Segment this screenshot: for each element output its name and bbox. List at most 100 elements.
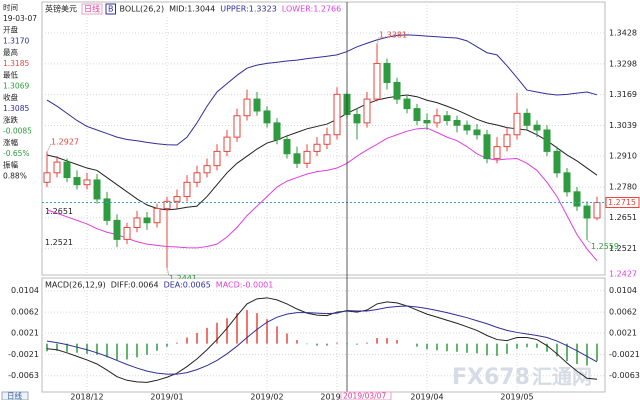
y-tick-label: 1.2521 [609, 244, 637, 253]
x-tick-label: 2019/04 [410, 393, 443, 400]
candle-body [493, 146, 501, 160]
upper-text: UPPER:1.3323 [220, 5, 277, 14]
candle-body [233, 115, 241, 138]
y-tick-label: 1.2780 [609, 183, 637, 192]
y-tick-label-left: 1.2521 [45, 238, 73, 247]
candle-body [143, 217, 151, 224]
mid-text: MID:1.3044 [169, 5, 215, 14]
boll-lower [46, 127, 598, 262]
candle-body [333, 93, 341, 136]
macd-tick-label-left: 0.0062 [11, 308, 39, 317]
y-tick-label: 1.2910 [609, 152, 637, 161]
extreme-label: 1.3381 [379, 31, 407, 40]
macd-tick-label: -0.0021 [609, 350, 640, 359]
macd-tick-label-left: 0.0021 [11, 328, 39, 337]
macd-tick-label: 0.0021 [609, 328, 637, 337]
candle-body [93, 179, 101, 200]
candle-body [563, 172, 571, 193]
candle-body [113, 219, 121, 240]
header-bg [43, 3, 343, 15]
candle-body [183, 181, 191, 198]
candle-body [303, 150, 311, 164]
info-label: 涨跌 [3, 115, 18, 125]
candle-body [463, 124, 471, 131]
macd-frame [41, 277, 606, 393]
boll-icon: B [108, 5, 114, 14]
candle-body [123, 226, 131, 240]
candle-body [323, 134, 331, 145]
dea-line [46, 305, 598, 375]
macd-tick-label: -0.0063 [609, 371, 640, 380]
candle-body [273, 122, 281, 141]
candle-body [443, 115, 451, 121]
info-value: 1.3085 [3, 104, 29, 113]
candle-body [193, 172, 201, 183]
info-label: 时间 [3, 2, 18, 12]
indicator: BOLL(26,2) [120, 5, 165, 14]
candle-body [153, 207, 161, 224]
extreme-leader [586, 239, 592, 244]
last-price-box [605, 197, 640, 209]
candle-body [503, 134, 511, 148]
candle-body [73, 177, 81, 186]
candle-body [83, 179, 91, 186]
x-tick-label: 2018/12 [70, 393, 103, 400]
candle-body [63, 161, 71, 179]
macd-tick-label-left: -0.0063 [8, 371, 39, 380]
x-tick-label: 2019/05 [500, 393, 533, 400]
watermark: FX678 [452, 365, 530, 390]
candle-body [253, 98, 261, 112]
candle-body [243, 98, 251, 117]
candle-body [533, 124, 541, 131]
lower-text: LOWER:1.2766 [282, 5, 341, 14]
extreme-label: 1.2927 [51, 138, 79, 147]
candle-body [43, 172, 51, 183]
candle-body [263, 110, 271, 124]
boll-upper [46, 34, 598, 146]
boll-icon-box [105, 3, 116, 15]
last-price-label: 1.2715 [608, 198, 636, 207]
candle-body [553, 150, 561, 174]
candle-body [453, 119, 461, 126]
extreme-leader [376, 37, 380, 45]
candle-body [313, 143, 321, 152]
cursor-date-box [340, 391, 392, 400]
extreme-label: 1.2441 [169, 274, 197, 283]
candle-body [173, 196, 181, 202]
macd-tick-label: 0.0104 [609, 286, 637, 295]
macd-tick-label: 0.0062 [609, 308, 637, 317]
boll-mid [46, 94, 598, 211]
candle-body [473, 129, 481, 136]
candle-body [573, 191, 581, 207]
info-value: -0.65% [3, 149, 30, 158]
candle-body [583, 205, 591, 219]
y-tick-label: 1.3169 [609, 90, 637, 99]
candle-body [353, 114, 361, 124]
diff-text: DIFF:0.0064 [111, 281, 159, 290]
candle-body [513, 112, 521, 136]
y-tick-label-left: 1.2651 [45, 207, 73, 216]
extreme-label: 1.2559 [591, 242, 619, 251]
candle-body [543, 129, 551, 152]
candle-body [413, 108, 421, 121]
footer-button-box [1, 391, 29, 400]
candle-body [103, 198, 111, 221]
candle-body [423, 119, 431, 124]
candle-body [223, 136, 231, 152]
extreme-leader [46, 143, 52, 153]
macd-text: MACD:-0.0001 [216, 281, 274, 290]
dea-text: DEA:0.0065 [164, 281, 211, 290]
period-box [81, 3, 103, 15]
info-label: 收盘 [3, 92, 18, 102]
extreme-leader [166, 267, 170, 276]
info-value: 19-03-07 [3, 14, 37, 23]
candle-body [433, 115, 441, 124]
info-value: 1.3185 [3, 59, 29, 68]
candle-body [133, 217, 141, 228]
candle-body [293, 153, 301, 164]
footer-button: 日线 [7, 391, 22, 400]
info-label: 振幅 [3, 160, 18, 170]
y-tick-label: 1.2651 [609, 213, 637, 222]
info-value: -0.0085 [3, 127, 32, 136]
